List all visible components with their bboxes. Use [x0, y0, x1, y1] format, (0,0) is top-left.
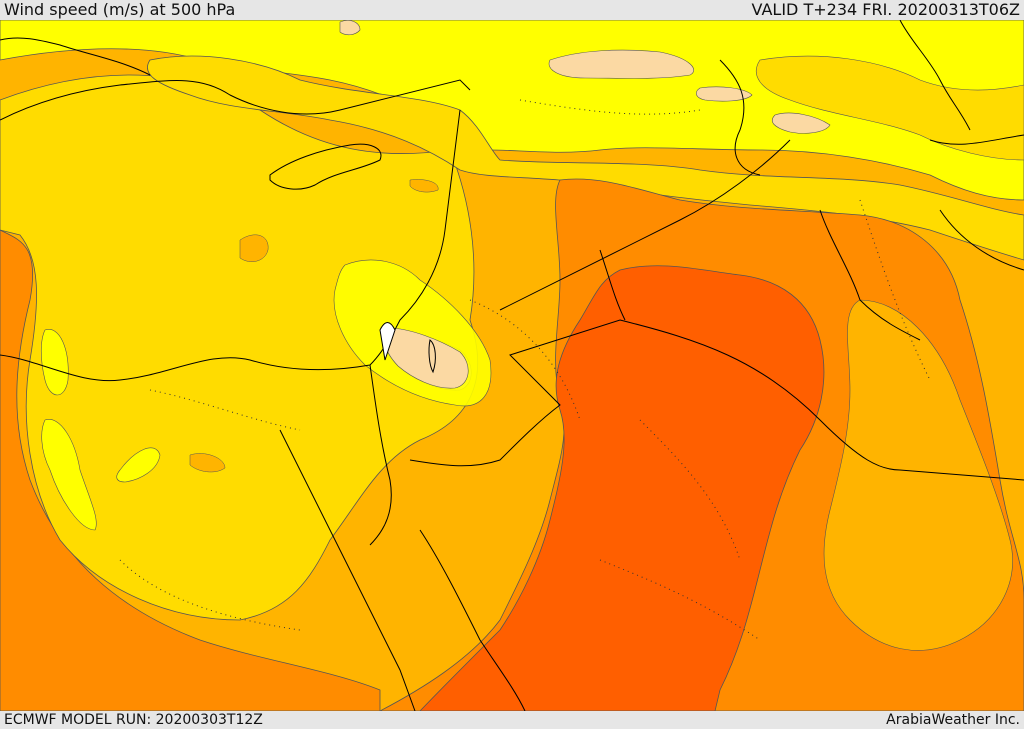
credit: ArabiaWeather Inc.	[886, 712, 1020, 728]
band-yellow-west-3	[116, 447, 161, 483]
band-peach-levant-top	[383, 327, 469, 389]
wind-speed-map	[0, 20, 1024, 711]
band-gold-west	[0, 74, 478, 621]
header-bar: Wind speed (m/s) at 500 hPa VALID T+234 …	[0, 0, 1024, 20]
band-peach-small	[339, 20, 361, 36]
footer-bar: ECMWF MODEL RUN: 20200303T12Z ArabiaWeat…	[0, 711, 1024, 729]
map-svg	[0, 20, 1024, 711]
borders	[0, 20, 1024, 711]
map-title: Wind speed (m/s) at 500 hPa	[4, 0, 236, 19]
band-yellow-west	[41, 419, 97, 531]
band-deep-orange-core	[419, 265, 825, 711]
band-peach-north	[548, 49, 695, 79]
band-gold-northeast	[755, 55, 1024, 161]
band-yellow-west-2	[40, 329, 69, 396]
model-run: ECMWF MODEL RUN: 20200303T12Z	[4, 712, 263, 728]
valid-time: VALID T+234 FRI. 20200313T06Z	[751, 0, 1020, 19]
patch-amber-1	[239, 234, 269, 262]
patch-amber-3	[409, 179, 439, 193]
band-amber-east	[823, 299, 1013, 651]
band-peach-north-2	[696, 86, 753, 102]
dotted-boundaries	[119, 99, 931, 641]
band-peach-north-3	[771, 112, 831, 134]
patch-amber-2	[189, 453, 226, 473]
